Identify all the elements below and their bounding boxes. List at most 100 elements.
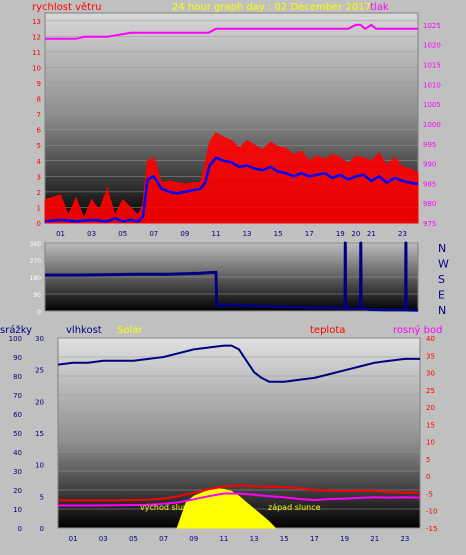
wind-x-tick-label: 07 [149, 230, 158, 238]
direction-compass-label: N [438, 242, 446, 255]
temp-x-tick-label: 23 [400, 535, 409, 543]
temp-y-tick-label: -15 [426, 525, 437, 533]
pressure-label: tlak [370, 2, 389, 13]
temp-y-tick-label: 10 [426, 439, 435, 447]
solar-label: Solar [117, 325, 143, 336]
wind-gust-series [44, 132, 419, 224]
humidity-series [57, 344, 420, 383]
wind-y-tick-label: 7 [37, 111, 41, 119]
pressure-series [45, 23, 418, 40]
rain-y-tick-label: 30 [13, 468, 22, 476]
pressure-y-tick-label: 980 [423, 200, 436, 208]
pressure-y-tick-label: 1005 [423, 101, 441, 109]
wind-x-tick-label: 17 [305, 230, 314, 238]
rain-y-tick-label: 50 [13, 430, 22, 438]
temp-x-tick-label: 05 [129, 535, 138, 543]
wind-x-tick-label: 23 [398, 230, 407, 238]
direction-y-tick-label: 0 [37, 309, 41, 316]
temp-x-tick-label: 03 [99, 535, 108, 543]
solar-y-tick-label: 0 [40, 525, 44, 533]
chart-title: 24 hour graph day : 02 December 2017 [172, 2, 371, 13]
wind-y-tick-label: 13 [32, 18, 41, 26]
solar-y-tick-label: 5 [40, 493, 44, 501]
pressure-y-tick-label: 985 [423, 180, 436, 188]
direction-compass-label: W [438, 258, 449, 271]
wind-y-tick-label: 8 [37, 96, 41, 104]
temp-x-tick-label: 09 [189, 535, 198, 543]
pressure-y-tick-label: 990 [423, 161, 436, 169]
temperature-label: teplota [310, 325, 345, 336]
temp-x-tick-label: 21 [370, 535, 379, 543]
wind-x-tick-label: 11 [211, 230, 220, 238]
temp-y-tick-label: 35 [426, 352, 435, 360]
direction-y-tick-label: 360 [30, 241, 42, 248]
rain-y-tick-label: 60 [13, 411, 22, 419]
rain-y-tick-label: 70 [13, 392, 22, 400]
temp-x-tick-label: 13 [250, 535, 259, 543]
rain-y-tick-label: 0 [18, 525, 22, 533]
sunset-label: západ slunce [268, 503, 321, 512]
rain-y-tick-label: 40 [13, 449, 22, 457]
temp-x-tick-label: 17 [310, 535, 319, 543]
wind-x-tick-label: 01 [56, 230, 65, 238]
pressure-y-tick-label: 975 [423, 220, 436, 228]
wind-y-tick-label: 4 [37, 158, 42, 166]
temp-y-tick-label: 30 [426, 370, 435, 378]
rain-y-tick-label: 100 [9, 335, 22, 343]
wind-y-tick-label: 9 [37, 80, 41, 88]
wind-x-tick-label: 03 [87, 230, 96, 238]
wind-y-tick-label: 3 [37, 173, 41, 181]
temp-y-tick-label: 25 [426, 387, 435, 395]
temp-y-tick-label: -5 [426, 490, 433, 498]
pressure-y-tick-label: 1015 [423, 62, 441, 70]
temp-x-tick-label: 07 [159, 535, 168, 543]
wind-y-tick-label: 2 [37, 189, 41, 197]
pressure-y-tick-label: 1010 [423, 81, 441, 89]
temp-y-tick-label: 40 [426, 335, 435, 343]
temp-x-tick-label: 11 [219, 535, 228, 543]
wind-y-tick-label: 5 [37, 142, 41, 150]
solar-y-tick-label: 10 [35, 462, 44, 470]
wind-y-tick-label: 10 [32, 64, 41, 72]
direction-series [45, 241, 418, 312]
direction-compass-label: E [438, 289, 445, 302]
rain-y-tick-label: 90 [13, 354, 22, 362]
temp-x-tick-label: 01 [69, 535, 78, 543]
temp-y-tick-label: 5 [426, 456, 430, 464]
pressure-y-tick-label: 1025 [423, 22, 441, 30]
rain-y-tick-label: 10 [13, 506, 22, 514]
sunrise-label: východ slunce [140, 503, 197, 512]
wind-y-tick-label: 6 [37, 127, 42, 135]
rain-label: srážky [0, 324, 32, 336]
wind-y-tick-label: 1 [37, 204, 41, 212]
temp-y-tick-label: -10 [426, 508, 437, 516]
wind-x-tick-label: 09 [180, 230, 189, 238]
wind-x-tick-label: 20 [351, 230, 360, 238]
wind-x-tick-label: 13 [243, 230, 252, 238]
solar-y-tick-label: 20 [35, 398, 44, 406]
temp-x-tick-label: 19 [340, 535, 349, 543]
solar-y-tick-label: 15 [35, 430, 44, 438]
direction-y-tick-label: 90 [33, 292, 41, 299]
temperature-series [58, 484, 420, 502]
wind-label: rychlost větru [32, 1, 102, 13]
pressure-y-tick-label: 1000 [423, 121, 441, 129]
wind-avg-series [44, 156, 419, 223]
direction-y-tick-label: 180 [30, 275, 42, 282]
rain-y-tick-label: 20 [13, 487, 22, 495]
direction-compass-label: N [438, 304, 446, 317]
solar-y-tick-label: 30 [35, 335, 44, 343]
wind-y-tick-label: 11 [32, 49, 41, 57]
temp-y-tick-label: 0 [426, 473, 430, 481]
direction-compass-label: S [438, 273, 445, 286]
wind-y-tick-label: 0 [37, 220, 41, 228]
wind-x-tick-label: 19 [336, 230, 345, 238]
solar-y-tick-label: 25 [35, 367, 44, 375]
wind-x-tick-label: 05 [118, 230, 127, 238]
pressure-y-tick-label: 995 [423, 141, 436, 149]
temp-y-tick-label: 15 [426, 421, 435, 429]
direction-y-tick-label: 270 [30, 258, 42, 265]
humidity-label: vlhkost [66, 325, 102, 336]
